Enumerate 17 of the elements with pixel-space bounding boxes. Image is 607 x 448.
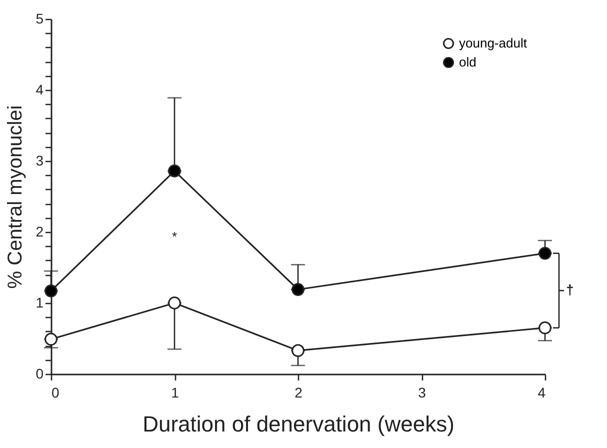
annotation: * bbox=[172, 228, 178, 244]
x-tick-label: 4 bbox=[538, 384, 546, 400]
x-axis-title: Duration of denervation (weeks) bbox=[142, 412, 454, 436]
x-tick-label: 1 bbox=[171, 384, 180, 400]
x-tick-label: 3 bbox=[418, 384, 426, 400]
y-tick-label: 2 bbox=[36, 224, 44, 240]
text: † bbox=[566, 282, 574, 298]
legend-label: old bbox=[459, 54, 476, 70]
x-tick-label: 0 bbox=[52, 384, 60, 400]
y-axis-title: % Central myonuclei bbox=[4, 105, 27, 289]
legend-label: young-adult bbox=[459, 36, 528, 50]
y-tick-label: 4 bbox=[36, 82, 44, 98]
y-tick-label: 3 bbox=[36, 152, 44, 168]
x-tick-label: 2 bbox=[294, 384, 303, 400]
y-tick-label: 1 bbox=[36, 294, 44, 310]
y-tick-label: 5 bbox=[36, 10, 44, 26]
y-tick-label: 0 bbox=[36, 366, 44, 382]
